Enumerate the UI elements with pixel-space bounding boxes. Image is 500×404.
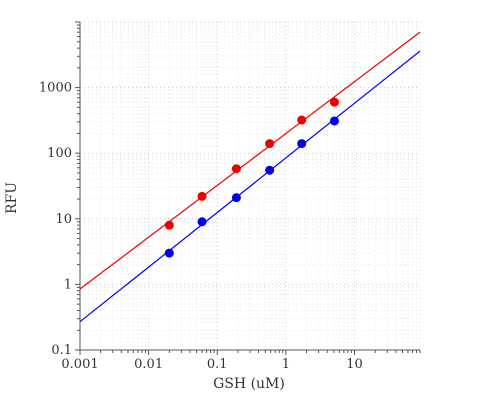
data-point-series-1 <box>231 164 241 174</box>
data-point-series-1 <box>164 220 174 230</box>
y-tick-label: 10 <box>55 212 72 227</box>
data-point-series-2 <box>197 217 207 227</box>
y-axis-title: RFU <box>4 182 20 214</box>
data-point-series-2 <box>297 139 307 149</box>
y-tick-label: 1000 <box>39 81 72 96</box>
data-point-series-2 <box>231 193 241 203</box>
x-tick-label: 0.1 <box>207 357 228 372</box>
data-point-series-1 <box>329 97 339 107</box>
fit-lines <box>79 31 421 323</box>
fit-line-series-2 <box>79 50 421 323</box>
data-point-series-1 <box>297 115 307 125</box>
tick-labels: 0.001 0.01 0.1 1 10 0.1 1 10 100 1000 <box>39 81 363 372</box>
data-point-series-1 <box>197 191 207 201</box>
y-tick-label: 1 <box>64 277 72 292</box>
y-tick-label: 0.1 <box>51 343 72 358</box>
x-axis-title: GSH (uM) <box>213 376 285 392</box>
data-points <box>164 97 339 258</box>
x-tick-label: 0.001 <box>61 357 98 372</box>
data-point-series-2 <box>329 116 339 126</box>
axes <box>75 21 421 355</box>
data-point-series-1 <box>265 139 275 149</box>
fit-line-series-1 <box>79 31 421 290</box>
x-tick-label: 1 <box>282 357 290 372</box>
grid <box>79 21 421 351</box>
x-tick-label: 10 <box>346 357 363 372</box>
data-point-series-2 <box>265 165 275 175</box>
y-tick-label: 100 <box>47 146 72 161</box>
data-point-series-2 <box>164 248 174 258</box>
x-tick-label: 0.01 <box>134 357 163 372</box>
